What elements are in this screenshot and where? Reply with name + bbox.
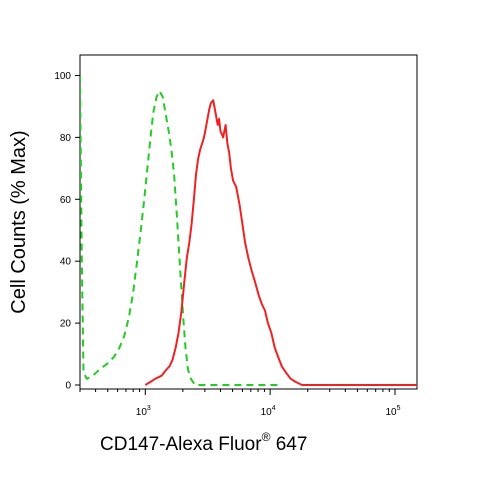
x-axis-label-suffix: 647 <box>270 434 307 455</box>
x-tick-label: 104 <box>261 405 276 418</box>
x-axis-label-superscript: ® <box>262 430 271 444</box>
x-axis-label: CD147-Alexa Fluor® 647 <box>100 430 307 455</box>
y-tick-label: 100 <box>54 71 71 82</box>
sample-histogram-line <box>144 99 417 386</box>
y-tick-label: 80 <box>60 133 72 144</box>
y-tick-label: 60 <box>60 195 72 206</box>
y-tick-label: 0 <box>65 381 71 392</box>
x-tick-label: 105 <box>385 405 400 418</box>
plot-frame <box>79 54 418 390</box>
x-axis: 103 104 105 <box>79 389 401 418</box>
x-axis-label-main: CD147-Alexa Fluor <box>100 434 262 455</box>
y-axis-label: Cell Counts (% Max) <box>8 130 30 313</box>
control-histogram-line <box>80 75 280 386</box>
x-tick-label: 103 <box>136 405 151 418</box>
y-axis: 0 20 40 60 80 100 <box>54 71 80 392</box>
plot-border <box>79 54 418 390</box>
y-tick-label: 40 <box>60 257 72 268</box>
y-tick-label: 20 <box>60 319 72 330</box>
series-layer <box>80 75 417 386</box>
